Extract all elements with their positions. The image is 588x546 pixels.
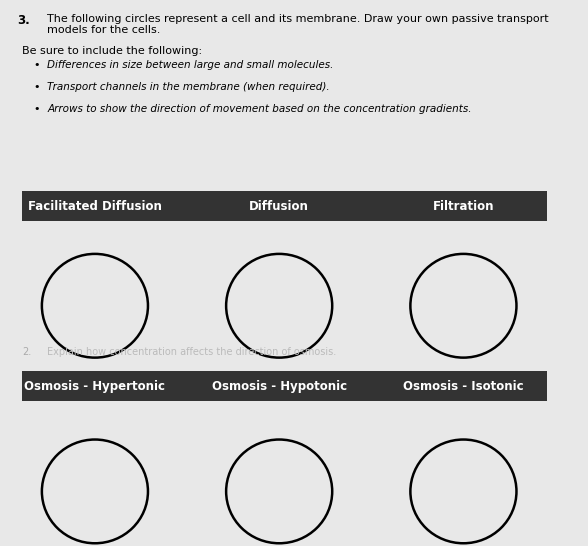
- Text: Facilitated Diffusion: Facilitated Diffusion: [28, 200, 162, 212]
- Text: Explain how concentration affects the direction of osmosis.: Explain how concentration affects the di…: [48, 347, 337, 357]
- FancyBboxPatch shape: [22, 371, 547, 401]
- Text: Arrows to show the direction of movement based on the concentration gradients.: Arrows to show the direction of movement…: [48, 104, 472, 114]
- Text: The following circles represent a cell and its membrane. Draw your own passive t: The following circles represent a cell a…: [48, 14, 549, 35]
- Text: Diffusion: Diffusion: [249, 200, 309, 212]
- Text: Filtration: Filtration: [433, 200, 494, 212]
- Text: Be sure to include the following:: Be sure to include the following:: [22, 46, 202, 56]
- Text: •: •: [34, 104, 40, 114]
- Text: •: •: [34, 60, 40, 70]
- Text: 3.: 3.: [16, 14, 29, 27]
- Text: Osmosis - Hypotonic: Osmosis - Hypotonic: [212, 380, 347, 393]
- Text: Osmosis - Hypertonic: Osmosis - Hypertonic: [25, 380, 165, 393]
- FancyBboxPatch shape: [22, 191, 547, 221]
- Text: Osmosis - Isotonic: Osmosis - Isotonic: [403, 380, 524, 393]
- Text: •: •: [34, 82, 40, 92]
- Text: Differences in size between large and small molecules.: Differences in size between large and sm…: [48, 60, 334, 70]
- Text: Transport channels in the membrane (when required).: Transport channels in the membrane (when…: [48, 82, 330, 92]
- Text: 2.: 2.: [22, 347, 32, 357]
